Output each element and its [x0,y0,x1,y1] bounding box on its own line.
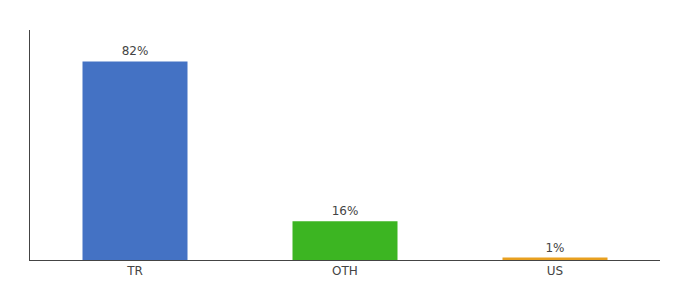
svg-text:16%: 16% [332,204,359,218]
svg-text:1%: 1% [545,241,564,255]
svg-text:OTH: OTH [332,264,358,278]
svg-text:82%: 82% [122,44,149,58]
svg-text:US: US [547,264,563,278]
svg-text:TR: TR [126,264,143,278]
